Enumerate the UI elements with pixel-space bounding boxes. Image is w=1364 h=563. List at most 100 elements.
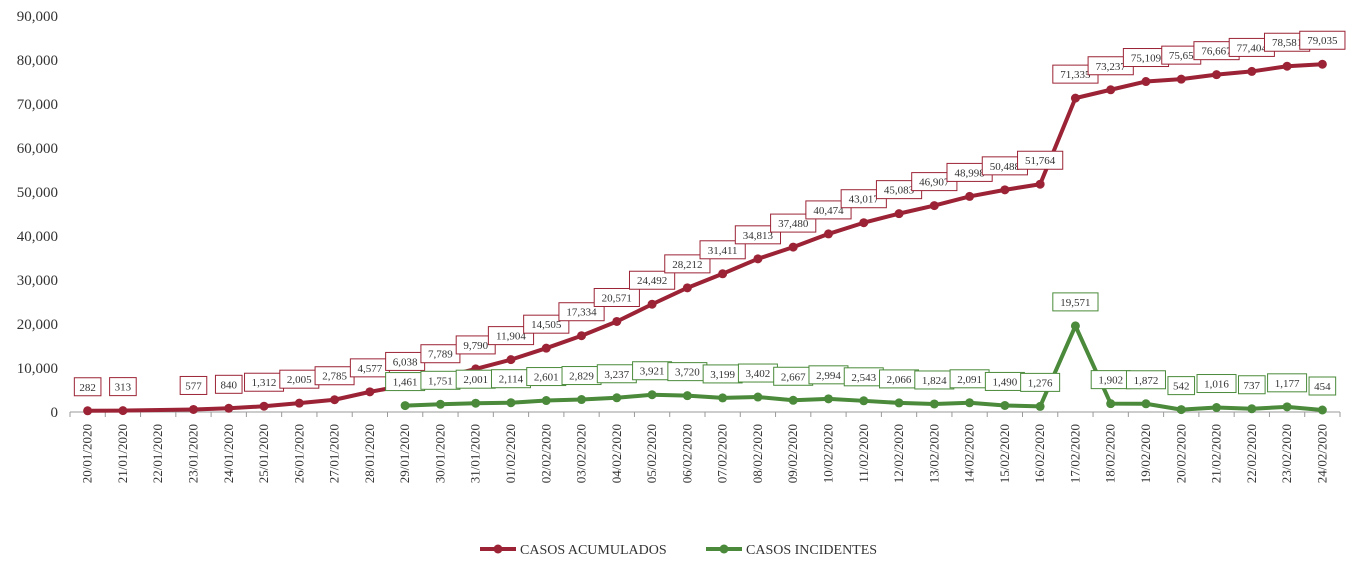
x-tick-label: 28/01/2020 xyxy=(362,424,377,483)
data-label-box xyxy=(1238,375,1266,395)
x-tick-label: 11/02/2020 xyxy=(856,424,871,483)
data-point xyxy=(1282,402,1292,412)
data-label-box xyxy=(770,213,817,233)
data-point xyxy=(1106,85,1116,95)
data-point xyxy=(83,406,93,416)
data-label-text: 542 xyxy=(1173,381,1190,393)
data-label: 37,480 xyxy=(770,213,817,233)
data-label-text: 9,790 xyxy=(463,340,488,352)
data-label-box xyxy=(1052,292,1099,312)
data-label-text: 454 xyxy=(1314,381,1331,393)
data-label: 1,461 xyxy=(385,372,426,392)
data-point xyxy=(929,201,939,211)
data-point xyxy=(330,395,340,405)
y-tick-label: 30,000 xyxy=(17,273,58,289)
x-tick-label: 02/02/2020 xyxy=(538,424,553,483)
data-point xyxy=(400,401,410,411)
data-label: 1,490 xyxy=(984,371,1025,391)
x-tick-label: 22/01/2020 xyxy=(150,424,165,483)
data-label-text: 3,921 xyxy=(640,366,665,378)
series-layer xyxy=(83,59,1327,416)
series-line-acumulados xyxy=(85,62,1325,413)
data-point xyxy=(682,283,692,293)
data-label-text: 1,016 xyxy=(1204,379,1229,391)
data-label: 2,005 xyxy=(279,369,320,389)
data-label: 2,667 xyxy=(773,366,814,386)
data-label-text: 79,035 xyxy=(1307,35,1338,47)
data-label-box xyxy=(1267,373,1308,393)
data-point xyxy=(753,254,763,264)
data-point xyxy=(859,218,869,228)
data-point xyxy=(259,401,269,411)
data-point xyxy=(1035,179,1045,189)
data-label-box xyxy=(109,377,137,397)
data-point xyxy=(541,396,551,406)
data-label: 19,571 xyxy=(1052,292,1099,312)
data-label-text: 43,017 xyxy=(849,194,880,206)
x-tick-label: 19/02/2020 xyxy=(1138,424,1153,483)
data-label-text: 1,461 xyxy=(393,377,418,389)
x-tick-label: 22/02/2020 xyxy=(1244,424,1259,483)
data-label-text: 3,237 xyxy=(604,369,629,381)
data-point xyxy=(506,398,516,408)
y-tick-label: 70,000 xyxy=(17,97,58,113)
data-label: 14,505 xyxy=(523,314,570,334)
data-label: 11,904 xyxy=(487,326,535,346)
data-label-text: 1,276 xyxy=(1028,377,1053,389)
x-tick-label: 18/02/2020 xyxy=(1103,424,1118,483)
data-label: 1,016 xyxy=(1196,374,1237,394)
data-label: 50,488 xyxy=(981,156,1028,176)
data-label-text: 1,312 xyxy=(252,377,277,389)
x-tick-label: 14/02/2020 xyxy=(962,424,977,483)
data-label-text: 6,038 xyxy=(393,356,418,368)
data-label-text: 78,581 xyxy=(1272,37,1302,49)
data-label-text: 737 xyxy=(1244,380,1261,392)
data-point xyxy=(1247,404,1257,414)
data-label: 28,212 xyxy=(664,254,711,274)
data-label: 1,276 xyxy=(1020,372,1061,392)
data-labels: 282 313 577 840 1,312 2,005 2,785 4,577 6,038 7,7… xyxy=(73,30,1346,397)
data-label-box xyxy=(523,314,570,334)
data-label-box xyxy=(1020,372,1061,392)
data-label-text: 1,902 xyxy=(1098,375,1123,387)
data-point xyxy=(365,387,375,397)
x-tick-label: 01/02/2020 xyxy=(503,424,518,483)
data-point xyxy=(965,191,975,201)
data-label-text: 7,789 xyxy=(428,349,453,361)
data-label: 1,312 xyxy=(244,372,285,392)
data-label-text: 34,813 xyxy=(743,230,774,242)
data-point xyxy=(1317,405,1327,415)
data-label-text: 2,543 xyxy=(851,372,876,384)
data-label: 1,177 xyxy=(1267,373,1308,393)
data-label-box xyxy=(1017,150,1064,170)
data-label-text: 1,872 xyxy=(1134,375,1159,387)
data-label-text: 20,571 xyxy=(602,292,632,304)
data-label: 2,001 xyxy=(455,369,496,389)
data-label-text: 19,571 xyxy=(1060,297,1090,309)
x-tick-label: 12/02/2020 xyxy=(891,424,906,483)
data-label-text: 77,404 xyxy=(1237,42,1268,54)
data-point xyxy=(1247,66,1257,76)
y-tick-label: 60,000 xyxy=(17,141,58,157)
data-label: 1,824 xyxy=(914,370,955,390)
data-point xyxy=(224,403,234,413)
x-tick-label: 20/01/2020 xyxy=(80,424,95,483)
y-tick-label: 20,000 xyxy=(17,317,58,333)
y-tick-label: 0 xyxy=(51,405,59,421)
data-label-text: 1,177 xyxy=(1275,378,1300,390)
data-point xyxy=(1282,61,1292,71)
x-tick-label: 21/01/2020 xyxy=(115,424,130,483)
data-label: 2,066 xyxy=(879,369,920,389)
x-tick-label: 09/02/2020 xyxy=(785,424,800,483)
data-point xyxy=(294,398,304,408)
data-point xyxy=(1212,70,1222,80)
data-label-box xyxy=(664,254,711,274)
data-label-text: 2,994 xyxy=(816,370,841,382)
data-label: 3,199 xyxy=(702,364,743,384)
x-tick-label: 23/01/2020 xyxy=(185,424,200,483)
data-label: 34,813 xyxy=(734,225,782,245)
data-label-text: 75,109 xyxy=(1131,53,1162,65)
data-point xyxy=(788,242,798,252)
data-label: 3,237 xyxy=(596,364,637,384)
